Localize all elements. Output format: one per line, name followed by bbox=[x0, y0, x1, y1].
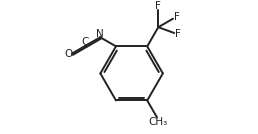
Text: F: F bbox=[174, 12, 180, 22]
Text: N: N bbox=[96, 29, 104, 39]
Text: O: O bbox=[65, 49, 73, 59]
Text: CH₃: CH₃ bbox=[148, 117, 167, 126]
Text: F: F bbox=[175, 29, 181, 39]
Text: F: F bbox=[155, 1, 161, 11]
Text: C: C bbox=[82, 38, 89, 47]
